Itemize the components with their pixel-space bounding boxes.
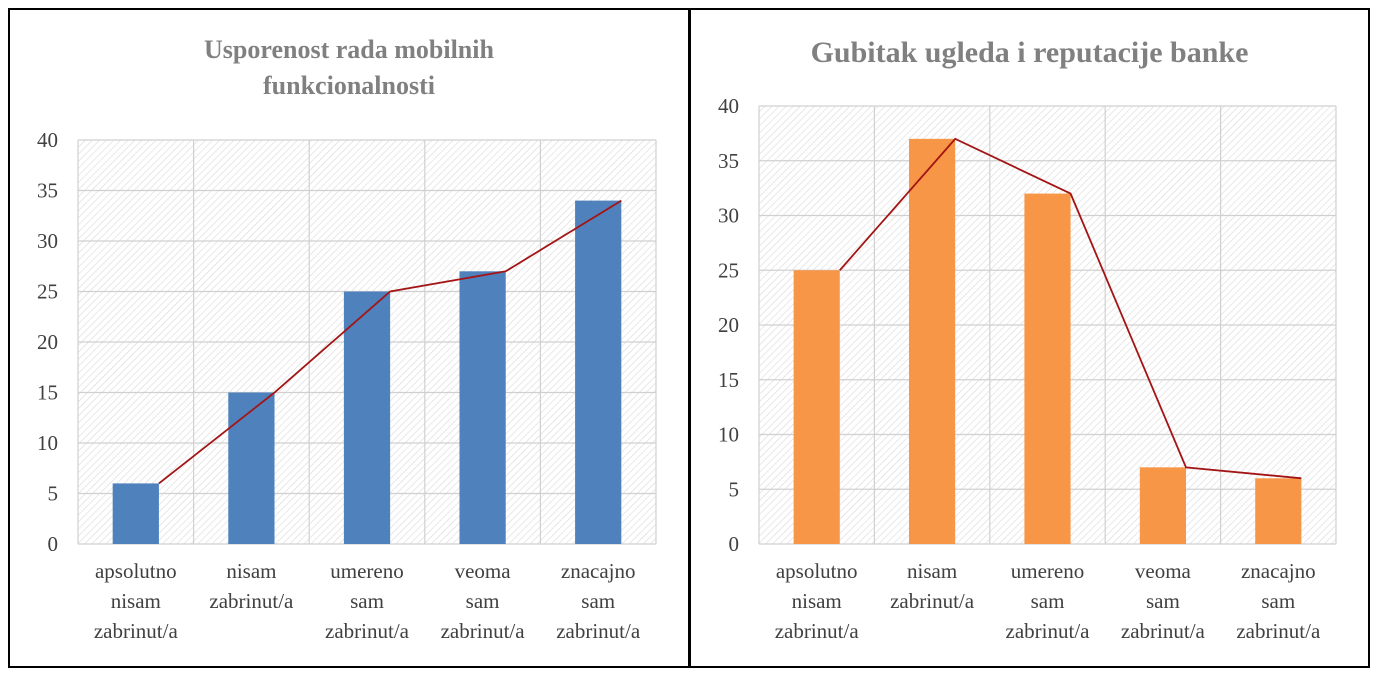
category-label: sam [581, 589, 615, 613]
y-tick-label: 5 [48, 482, 59, 506]
category-label: zabrinut/a [556, 619, 641, 643]
y-tick-label: 10 [718, 423, 739, 447]
trend-line [158, 199, 622, 485]
category-label: nisam [111, 589, 161, 613]
bar [1024, 193, 1071, 544]
y-tick-label: 0 [729, 532, 740, 556]
category-label: nisam [907, 559, 957, 583]
y-tick-label: 30 [37, 229, 58, 253]
y-tick-label: 15 [718, 368, 739, 392]
category-label: apsolutno [95, 559, 177, 583]
y-tick-label: 25 [37, 280, 58, 304]
category-label: veoma [455, 559, 512, 583]
chart-gubitak-ugleda: Gubitak ugleda i reputacije banke 0 5 10 15 2… [718, 36, 1337, 643]
y-tick-label: 5 [729, 477, 740, 501]
category-label: zabrinut/a [775, 619, 860, 643]
y-tick-label: 10 [37, 431, 58, 455]
category-label: nisam [792, 589, 842, 613]
category-label: sam [350, 589, 384, 613]
chart-panel-right: Gubitak ugleda i reputacije banke 0 5 10 15 2… [688, 8, 1370, 668]
y-tick-label: 35 [37, 179, 58, 203]
category-label: zabrinut/a [94, 619, 179, 643]
category-label: zabrinut/a [1236, 619, 1321, 643]
category-label: zabrinut/a [890, 589, 975, 613]
y-tick-label: 40 [718, 94, 739, 118]
category-label: zabrinut/a [1006, 619, 1091, 643]
y-tick-label: 15 [37, 381, 58, 405]
category-label: umereno [1011, 559, 1084, 583]
bar [112, 483, 159, 544]
y-tick-label: 0 [48, 532, 59, 556]
category-label: sam [1261, 589, 1295, 613]
category-label: umereno [330, 559, 403, 583]
bar [793, 270, 840, 544]
chart-panel-left: Usporenost rada mobilnih funkcionalnosti 0… [8, 8, 690, 668]
category-label: apsolutno [776, 559, 858, 583]
chart-title-line: Usporenost rada mobilnih [204, 35, 494, 64]
bar [459, 271, 506, 544]
category-label: sam [1031, 589, 1065, 613]
category-label: zabrinut/a [325, 619, 410, 643]
trend-line [839, 137, 1302, 480]
category-label: sam [466, 589, 500, 613]
chart-usporenost: Usporenost rada mobilnih funkcionalnosti 0… [37, 35, 657, 643]
category-label: znacajno [1241, 559, 1316, 583]
category-label: znacajno [561, 559, 636, 583]
bar [343, 291, 391, 544]
y-tick-label: 20 [37, 330, 58, 354]
y-tick-label: 40 [37, 128, 58, 152]
bar [909, 138, 956, 544]
y-tick-label: 35 [718, 149, 739, 173]
y-tick-label: 25 [718, 258, 739, 282]
category-label: zabrinut/a [209, 589, 294, 613]
bar [1255, 478, 1302, 544]
bar [575, 200, 622, 544]
category-label: veoma [1135, 559, 1192, 583]
category-label: sam [1146, 589, 1180, 613]
chart-title-line: Gubitak ugleda i reputacije banke [811, 36, 1249, 69]
bar [1139, 467, 1186, 544]
bar [228, 392, 275, 544]
y-tick-label: 20 [718, 313, 739, 337]
category-label: nisam [226, 559, 276, 583]
y-tick-label: 30 [718, 204, 739, 228]
category-label: zabrinut/a [1121, 619, 1206, 643]
chart-title-line: funkcionalnosti [263, 71, 435, 100]
category-label: zabrinut/a [441, 619, 526, 643]
